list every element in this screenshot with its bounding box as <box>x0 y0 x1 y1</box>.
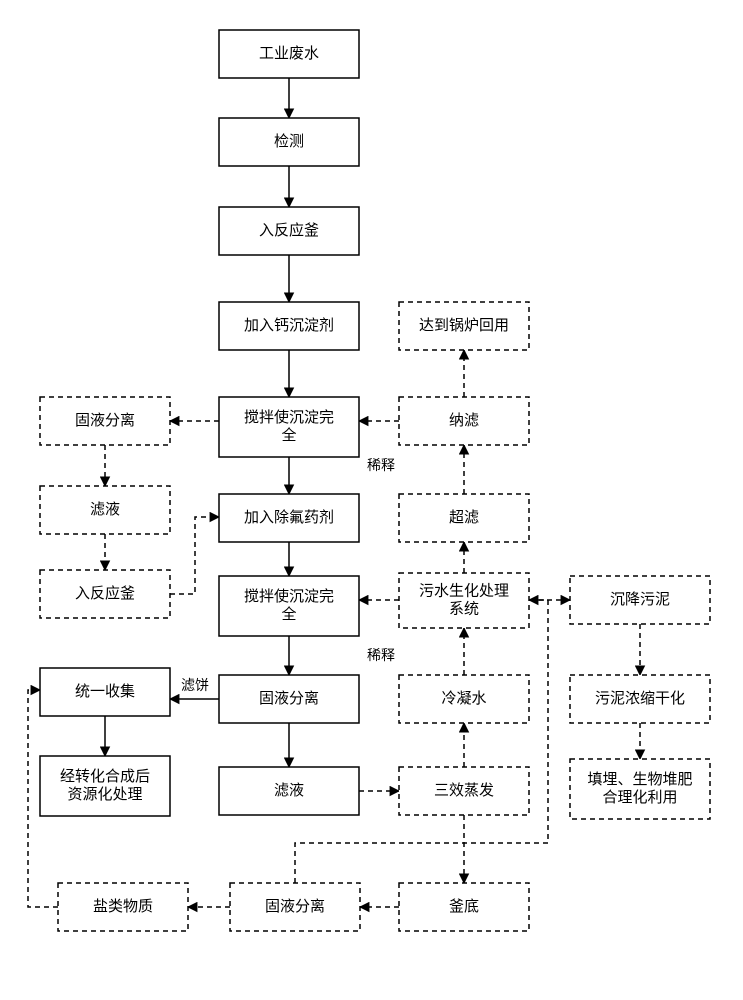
edge <box>170 517 219 594</box>
flowchart: 工业废水检测入反应釜加入钙沉淀剂搅拌使沉淀完全加入除氟药剂搅拌使沉淀完全固液分离… <box>0 0 743 1000</box>
node-label-s1: 固液分离 <box>75 412 135 429</box>
edge-label: 稀释 <box>367 457 395 473</box>
node-label-s6: 盐类物质 <box>93 898 153 915</box>
edge <box>295 600 548 883</box>
node-label-r1: 达到锅炉回用 <box>419 317 509 334</box>
node-label-n8: 固液分离 <box>259 690 319 707</box>
node-label-r5: 冷凝水 <box>441 690 486 707</box>
node-label-r7: 釜底 <box>449 898 479 915</box>
node-label-rr1: 沉降污泥 <box>610 591 670 608</box>
node-label-rr3: 填埋、生物堆肥合理化利用 <box>587 771 692 806</box>
node-label-s4: 统一收集 <box>75 683 135 700</box>
node-label-r2: 纳滤 <box>449 412 479 429</box>
node-label-r8: 固液分离 <box>265 898 325 915</box>
node-label-rr2: 污泥浓缩干化 <box>595 690 685 707</box>
node-label-s5: 经转化合成后资源化处理 <box>60 768 150 803</box>
node-label-n1: 工业废水 <box>259 45 319 62</box>
node-label-r3: 超滤 <box>449 509 479 526</box>
node-label-r6: 三效蒸发 <box>434 782 494 799</box>
node-label-n9: 滤液 <box>274 782 304 799</box>
node-label-s3: 入反应釜 <box>75 584 135 602</box>
node-label-s2: 滤液 <box>90 501 120 518</box>
node-label-n2: 检测 <box>274 133 304 150</box>
node-label-n3: 入反应釜 <box>259 221 319 239</box>
edge-label: 滤饼 <box>181 677 209 693</box>
node-label-n6: 加入除氟药剂 <box>244 509 334 526</box>
edge-label: 稀释 <box>367 647 395 663</box>
node-label-n4: 加入钙沉淀剂 <box>244 317 334 334</box>
